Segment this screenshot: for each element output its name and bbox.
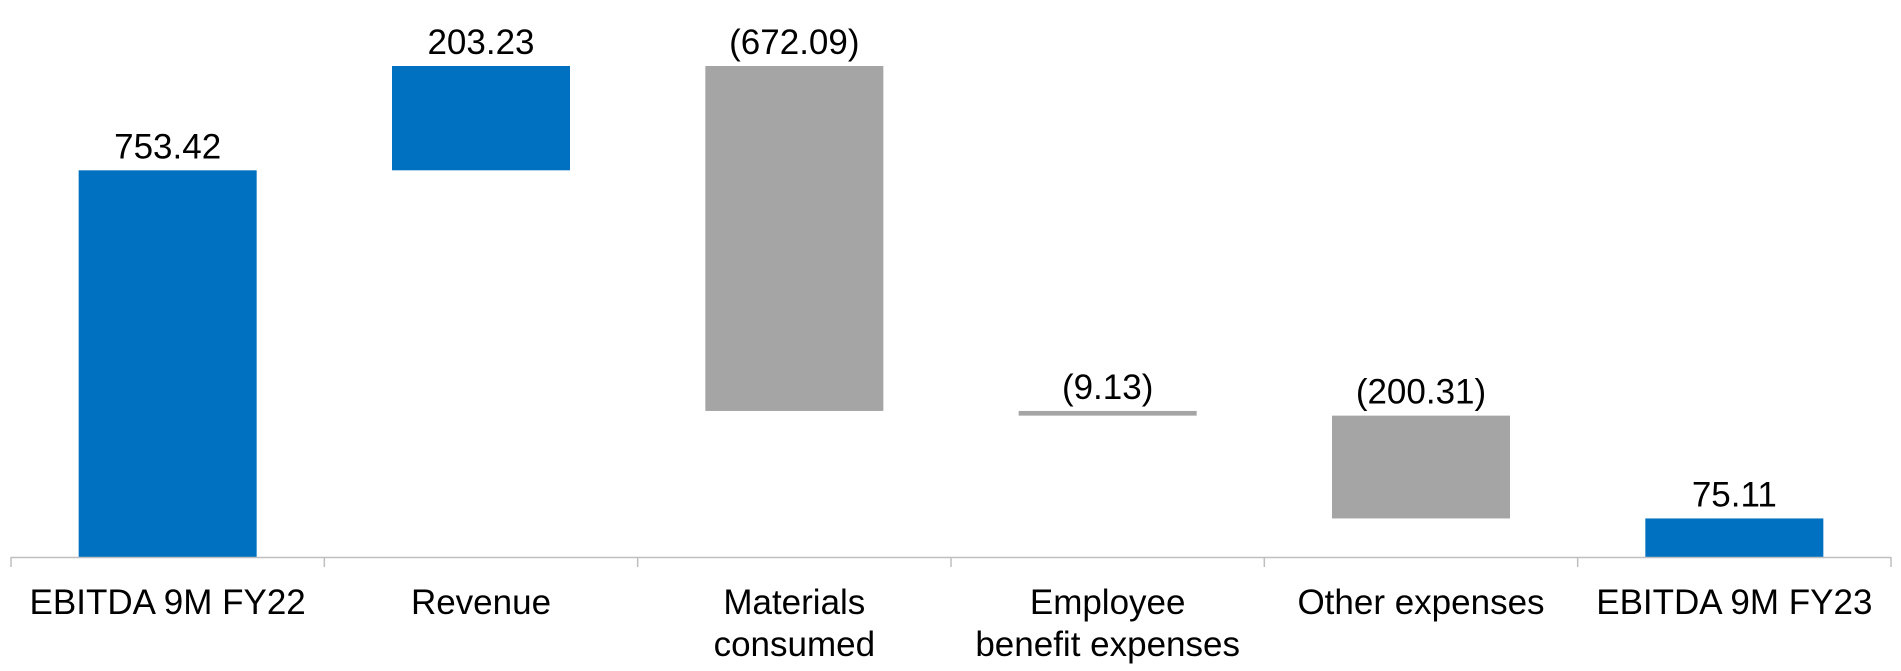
bar-2	[392, 66, 570, 171]
bar-1	[78, 170, 257, 557]
category-label-2: Revenue	[411, 583, 551, 622]
category-label-line: Revenue	[411, 583, 551, 622]
category-label-line: EBITDA 9M FY23	[1596, 583, 1872, 622]
category-label-line: benefit expenses	[975, 625, 1240, 664]
category-label-line: Materials	[723, 583, 865, 622]
category-label-5: Other expenses	[1297, 583, 1544, 622]
category-label-1: EBITDA 9M FY22	[30, 583, 306, 622]
category-label-line: consumed	[714, 625, 875, 664]
bar-4	[1018, 410, 1197, 416]
bar-5	[1332, 415, 1510, 519]
category-label-line: Employee	[1030, 583, 1186, 622]
value-label-4: (9.13)	[1062, 368, 1153, 407]
x-axis	[10, 556, 1892, 567]
bar-3	[705, 66, 884, 411]
category-labels-group: EBITDA 9M FY22 Revenue Materials consumed Em…	[30, 583, 1873, 664]
category-label-4: Employee benefit expenses	[975, 583, 1240, 664]
bar-6	[1645, 518, 1824, 557]
value-label-6: 75.11	[1692, 475, 1777, 514]
category-label-6: EBITDA 9M FY23	[1596, 583, 1872, 622]
category-label-3: Materials consumed	[714, 583, 875, 664]
value-label-2: 203.23	[427, 23, 534, 62]
bars-group	[78, 66, 1824, 557]
value-label-3: (672.09)	[729, 23, 859, 62]
category-label-line: EBITDA 9M FY22	[30, 583, 306, 622]
category-label-line: Other expenses	[1297, 583, 1544, 622]
value-label-1: 753.42	[114, 127, 221, 166]
value-label-5: (200.31)	[1356, 373, 1486, 412]
value-labels-group: 753.42 203.23 (672.09) (9.13) (200.31) 75.11	[114, 23, 1777, 514]
